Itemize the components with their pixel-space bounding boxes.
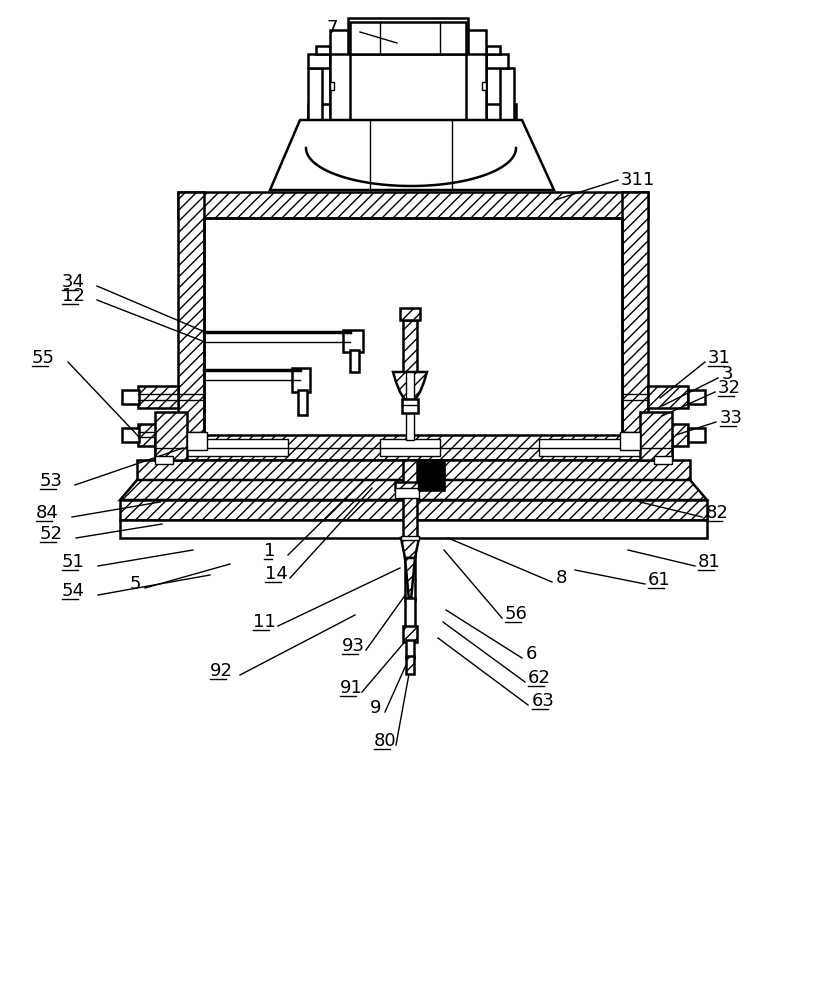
Bar (648, 386, 688, 408)
Polygon shape (405, 558, 415, 600)
Text: 92: 92 (210, 662, 233, 680)
Bar (406, 640, 414, 658)
Polygon shape (401, 538, 419, 558)
Bar (403, 626, 417, 642)
Bar (406, 656, 414, 674)
Bar (648, 424, 688, 446)
Text: 3: 3 (722, 365, 733, 383)
Bar (466, 54, 486, 120)
Bar (405, 538, 415, 600)
Bar (343, 330, 363, 352)
Polygon shape (120, 480, 707, 500)
Text: 56: 56 (505, 605, 528, 623)
Bar (120, 520, 707, 538)
Text: 32: 32 (718, 379, 741, 397)
Bar (330, 82, 334, 90)
Text: 12: 12 (62, 287, 85, 305)
Text: 80: 80 (374, 732, 397, 750)
Text: 93: 93 (342, 637, 365, 655)
Text: 1: 1 (264, 542, 275, 560)
Bar (298, 390, 307, 415)
Bar (292, 368, 310, 392)
Text: 91: 91 (340, 679, 363, 697)
Text: 14: 14 (265, 565, 288, 583)
Bar (418, 460, 444, 490)
Bar (486, 54, 508, 68)
Text: 7: 7 (326, 19, 337, 37)
Text: 9: 9 (370, 699, 382, 717)
Bar (330, 30, 486, 120)
Bar (403, 320, 417, 372)
Bar (308, 104, 516, 120)
Bar (138, 424, 178, 446)
Polygon shape (393, 372, 427, 405)
Text: 81: 81 (698, 553, 721, 571)
Bar (316, 46, 330, 54)
Text: 63: 63 (532, 692, 555, 710)
Text: 55: 55 (32, 349, 55, 367)
Bar (486, 46, 500, 54)
Text: 8: 8 (556, 569, 567, 587)
Bar (204, 218, 622, 435)
Text: 5: 5 (130, 575, 141, 593)
Bar (403, 460, 417, 538)
Polygon shape (270, 120, 554, 190)
Bar (395, 488, 419, 498)
Text: 31: 31 (708, 349, 731, 367)
Text: 11: 11 (253, 613, 276, 631)
Bar (120, 500, 707, 520)
Bar (402, 399, 418, 413)
Bar (482, 82, 486, 90)
Bar (155, 456, 173, 464)
Bar (418, 460, 444, 490)
Bar (406, 372, 414, 440)
Bar (155, 412, 187, 460)
Bar (350, 22, 466, 54)
Bar (187, 432, 207, 450)
Bar (688, 428, 705, 442)
Bar (308, 68, 322, 120)
Bar (620, 432, 640, 450)
Bar (155, 435, 672, 460)
Bar (308, 54, 330, 68)
Text: 52: 52 (40, 525, 63, 543)
Bar (178, 192, 204, 435)
Bar (137, 460, 690, 480)
Bar (380, 439, 440, 456)
Text: 34: 34 (62, 273, 85, 291)
Text: 82: 82 (706, 504, 729, 522)
Bar (640, 412, 672, 460)
Text: 311: 311 (621, 171, 655, 189)
Bar (500, 68, 514, 120)
Text: 33: 33 (720, 409, 743, 427)
Bar (622, 192, 648, 435)
Text: 51: 51 (62, 553, 85, 571)
Bar (539, 439, 657, 456)
Text: 84: 84 (36, 504, 59, 522)
Bar (178, 192, 648, 218)
Bar (330, 54, 350, 120)
Bar (654, 456, 672, 464)
Text: 61: 61 (648, 571, 671, 589)
Bar (122, 390, 139, 404)
Bar (688, 390, 705, 404)
Bar (395, 482, 419, 490)
Bar (138, 386, 178, 408)
Bar (348, 18, 468, 54)
Text: 53: 53 (40, 472, 63, 490)
Text: 62: 62 (528, 669, 551, 687)
Text: 54: 54 (62, 582, 85, 600)
Bar (170, 439, 288, 456)
Bar (350, 350, 359, 372)
Bar (400, 308, 420, 320)
Bar (401, 536, 419, 540)
Bar (405, 598, 415, 628)
Text: 6: 6 (526, 645, 538, 663)
Bar (122, 428, 139, 442)
